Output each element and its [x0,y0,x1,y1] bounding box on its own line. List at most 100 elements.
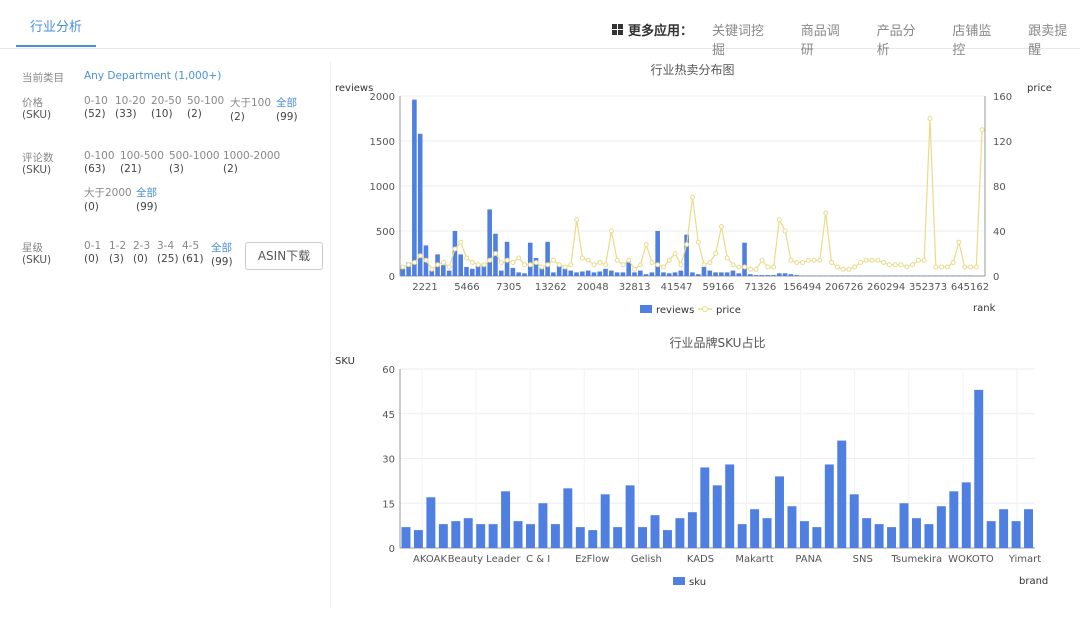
price-point [956,239,962,245]
reviews-bar [580,271,585,276]
reviews-bar [782,273,788,276]
reviews-bar [753,275,759,276]
price-point [510,260,516,265]
stars-option-2-3[interactable]: 2-3 (0) [133,240,151,265]
category-value[interactable]: Any Department (1,000+) [84,70,222,82]
nav-store-monitor[interactable]: 店铺监控 [952,24,992,58]
y-tick-label: 500 [376,227,395,238]
reviews-bar [603,268,608,276]
sku-bar [501,491,511,548]
reviews-bar [643,274,649,276]
sku-bar [526,524,535,548]
price-point [643,242,649,247]
price-point [550,257,556,263]
reviews-bar [736,273,742,276]
price-option-all[interactable]: 全部 (99) [276,97,298,123]
x-tick-label: 41547 [661,282,693,293]
y2-tick-label: 80 [993,182,1006,193]
price-point [973,264,979,270]
reviews-bar [713,272,718,276]
reviews-option-500-1000[interactable]: 500-1000 (3) [169,150,220,175]
tab-industry-analysis[interactable]: 行业分析 [16,0,97,47]
sku-bar [911,518,921,548]
x-tick-label: PANA [795,554,822,565]
price-point [776,217,782,223]
price-point [487,257,493,263]
price-point [962,264,968,270]
price-option-0-10[interactable]: 0-10 (52) [84,95,108,120]
price-point [915,257,921,263]
y2-tick-label: 120 [993,137,1012,148]
x-tick-label: 71326 [744,282,776,293]
price-point [863,257,869,263]
legend-reviews-swatch [640,305,652,313]
price-point [846,266,852,272]
sku-bar [737,524,747,548]
price-point [649,260,655,265]
stars-option-all[interactable]: 全部 (99) [211,242,233,268]
nav-keyword-mining[interactable]: 关键词挖掘 [712,24,765,58]
price-point [672,251,678,256]
reviews-option-over-2000[interactable]: 大于2000 (0) [84,187,132,213]
sku-bar [488,524,498,548]
nav-seller-alert[interactable]: 跟卖提醒 [1028,24,1068,58]
nav-product-research[interactable]: 商品调研 [800,24,840,58]
reviews-bar [516,272,521,276]
sku-bar [463,518,473,548]
x-tick-label: 13262 [535,282,567,293]
stars-option-0-1[interactable]: 0-1 (0) [84,240,102,265]
price-option-10-20[interactable]: 10-20 (33) [115,95,146,120]
reviews-option-100-500[interactable]: 100-500 (21) [120,150,164,175]
price-option-20-50[interactable]: 20-50 (10) [151,95,182,120]
reviews-bar [568,270,574,276]
panel-divider [330,62,331,608]
sku-bar [712,485,722,548]
reviews-bar [719,272,724,276]
price-point [927,116,933,121]
sku-bar [638,527,648,548]
price-point [585,257,591,263]
reviews-bar [788,274,794,276]
price-option-50-100[interactable]: 50-100 (2) [187,95,225,120]
price-point [574,217,580,223]
sku-bar [476,524,486,548]
grid-icon [612,24,623,35]
x-axis-label: rank [973,303,996,314]
stars-option-3-4[interactable]: 3-4 (25) [157,240,179,265]
y-tick-label: 1500 [370,137,395,148]
price-point [429,266,435,272]
stars-option-1-2[interactable]: 1-2 (3) [109,240,127,265]
reviews-bar [406,262,411,276]
y-tick-label: 15 [382,499,395,510]
price-row: 价格 (SKU) 0-10 (52) 10-20 (33) 20-50 (10) 50… [22,95,322,135]
reviews-option-all[interactable]: 全部 (99) [136,187,158,213]
y-tick-label: 2000 [370,92,395,103]
reviews-option-0-100[interactable]: 0-100 (63) [84,150,115,175]
reviews-bar [730,270,736,276]
price-point [950,260,956,265]
x-tick-label: 156494 [783,282,821,293]
price-point [469,260,475,265]
reviews-bar [417,133,423,276]
y2-tick-label: 40 [993,227,1006,238]
price-sku-label: (SKU) [22,109,52,121]
sku-bar [538,503,548,548]
sku-bar [1024,509,1033,548]
stars-option-4-5[interactable]: 4-5 (61) [182,240,204,265]
price-point [690,194,695,200]
reviews-bar [661,272,666,276]
sku-bar [961,482,971,548]
reviews-bar [620,272,626,276]
legend-reviews-label: reviews [656,305,694,316]
asin-download-button[interactable]: ASIN下载 [245,242,323,270]
more-apps-label: 更多应用： [628,24,694,39]
price-point [968,264,974,270]
reviews-bar [742,242,747,276]
y-tick-label: 60 [382,365,395,376]
price-option-over-100[interactable]: 大于100 (2) [230,97,272,123]
nav-product-analysis[interactable]: 产品分析 [876,24,916,58]
reviews-option-1000-2000[interactable]: 1000-2000 (2) [223,150,281,175]
reviews-bar [487,209,492,276]
reviews-sku-label: (SKU) [22,164,52,176]
sku-bar [687,512,697,548]
